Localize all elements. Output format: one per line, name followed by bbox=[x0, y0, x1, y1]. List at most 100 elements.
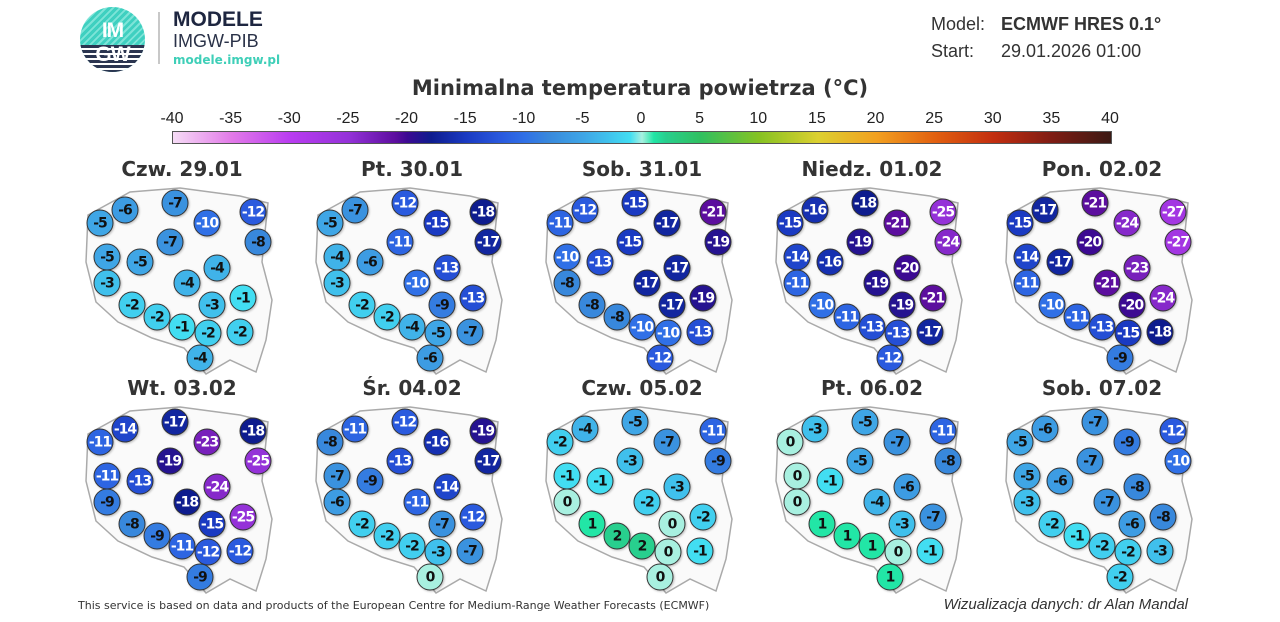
temperature-marker: -11 bbox=[1013, 269, 1041, 297]
temperature-marker: -16 bbox=[816, 248, 844, 276]
temperature-marker: -1 bbox=[586, 467, 614, 495]
temperature-marker: -19 bbox=[704, 228, 732, 256]
temperature-marker: -24 bbox=[1149, 284, 1177, 312]
temperature-marker: -15 bbox=[1006, 209, 1034, 237]
temperature-marker: -9 bbox=[143, 522, 171, 550]
temperature-marker: -6 bbox=[893, 473, 921, 501]
temperature-marker: -7 bbox=[323, 462, 351, 490]
temperature-marker: -10 bbox=[628, 313, 656, 341]
temperature-marker: -12 bbox=[646, 344, 674, 372]
temperature-marker: -19 bbox=[846, 228, 874, 256]
day-label: Niedz. 01.02 bbox=[801, 157, 943, 181]
temperature-marker: 1 bbox=[808, 510, 836, 538]
temperature-marker: -15 bbox=[776, 209, 804, 237]
temperature-marker: -11 bbox=[86, 428, 114, 456]
colorbar-tick-label: -5 bbox=[575, 110, 590, 127]
temperature-marker: -21 bbox=[699, 198, 727, 226]
temperature-marker: -10 bbox=[654, 319, 682, 347]
colorbar-tick-label: -10 bbox=[512, 110, 536, 127]
temperature-marker: -18 bbox=[173, 488, 201, 516]
temperature-marker: -5 bbox=[86, 209, 114, 237]
temperature-marker: 0 bbox=[646, 563, 674, 591]
colorbar-tick-label: -30 bbox=[277, 110, 301, 127]
temperature-marker: -2 bbox=[118, 291, 146, 319]
temperature-marker: -13 bbox=[1088, 313, 1116, 341]
temperature-marker: -4 bbox=[186, 344, 214, 372]
day-label: Czw. 29.01 bbox=[121, 157, 243, 181]
temperature-marker: -7 bbox=[919, 503, 947, 531]
temperature-marker: -2 bbox=[1114, 538, 1142, 566]
temperature-marker: -5 bbox=[1006, 428, 1034, 456]
temperature-marker: -3 bbox=[888, 510, 916, 538]
temperature-marker: -2 bbox=[398, 532, 426, 560]
temperature-marker: -3 bbox=[663, 473, 691, 501]
temperature-marker: -1 bbox=[553, 462, 581, 490]
colorbar-tick-label: 40 bbox=[1101, 110, 1119, 127]
temperature-marker: -2 bbox=[633, 488, 661, 516]
temperature-marker: -2 bbox=[689, 503, 717, 531]
temperature-marker: -6 bbox=[1118, 510, 1146, 538]
temperature-marker: -2 bbox=[1038, 510, 1066, 538]
day-label: Sob. 07.02 bbox=[1041, 376, 1163, 400]
temperature-marker: -1 bbox=[816, 467, 844, 495]
brand-url[interactable]: modele.imgw.pl bbox=[173, 53, 281, 67]
temperature-marker: -6 bbox=[323, 488, 351, 516]
temperature-marker: -15 bbox=[198, 510, 226, 538]
temperature-marker: -9 bbox=[356, 467, 384, 495]
temperature-marker: -8 bbox=[603, 303, 631, 331]
temperature-marker: -14 bbox=[1013, 243, 1041, 271]
colorbar-tick-label: -15 bbox=[453, 110, 477, 127]
temperature-marker: -9 bbox=[428, 291, 456, 319]
temperature-marker: -8 bbox=[1123, 473, 1151, 501]
colorbar bbox=[172, 131, 1112, 144]
temperature-marker: -14 bbox=[433, 473, 461, 501]
temperature-marker: -19 bbox=[689, 284, 717, 312]
temperature-marker: -7 bbox=[156, 228, 184, 256]
temperature-marker: -4 bbox=[173, 269, 201, 297]
temperature-marker: -9 bbox=[1106, 344, 1134, 372]
temperature-marker: -19 bbox=[156, 447, 184, 475]
temperature-marker: -9 bbox=[93, 488, 121, 516]
temperature-marker: 0 bbox=[783, 488, 811, 516]
temperature-marker: -11 bbox=[386, 228, 414, 256]
temperature-marker: -19 bbox=[469, 417, 497, 445]
temperature-marker: -7 bbox=[883, 428, 911, 456]
colorbar-tick-label: -40 bbox=[160, 110, 184, 127]
temperature-marker: -13 bbox=[433, 254, 461, 282]
model-value: ECMWF HRES 0.1° bbox=[1001, 14, 1162, 34]
temperature-marker: -11 bbox=[699, 417, 727, 445]
day-label: Sob. 31.01 bbox=[581, 157, 703, 181]
temperature-marker: -11 bbox=[93, 462, 121, 490]
temperature-marker: -9 bbox=[1113, 428, 1141, 456]
temperature-marker: -21 bbox=[919, 284, 947, 312]
temperature-marker: -15 bbox=[616, 228, 644, 256]
temperature-marker: -6 bbox=[356, 248, 384, 276]
temperature-marker: -16 bbox=[423, 428, 451, 456]
temperature-marker: -17 bbox=[663, 254, 691, 282]
temperature-marker: -23 bbox=[193, 428, 221, 456]
temperature-marker: -8 bbox=[1149, 503, 1177, 531]
temperature-marker: -2 bbox=[143, 303, 171, 331]
temperature-marker: 0 bbox=[783, 462, 811, 490]
temperature-marker: -12 bbox=[876, 344, 904, 372]
temperature-marker: 1 bbox=[833, 522, 861, 550]
colorbar-tick-label: 20 bbox=[866, 110, 885, 127]
chart-title: Minimalna temperatura powietrza (°C) bbox=[411, 76, 869, 100]
temperature-marker: -8 bbox=[118, 510, 146, 538]
temperature-marker: -2 bbox=[226, 318, 254, 346]
temperature-marker: 0 bbox=[416, 563, 444, 591]
temperature-marker: -12 bbox=[391, 408, 419, 436]
temperature-marker: -9 bbox=[704, 447, 732, 475]
temperature-marker: -11 bbox=[546, 209, 574, 237]
temperature-marker: -12 bbox=[1159, 417, 1187, 445]
temperature-marker: -2 bbox=[373, 303, 401, 331]
colorbar-tick-label: 35 bbox=[1042, 110, 1061, 127]
temperature-marker: -7 bbox=[456, 318, 484, 346]
temperature-marker: -1 bbox=[916, 537, 944, 565]
temperature-marker: -18 bbox=[851, 189, 879, 217]
start-label: Start: bbox=[931, 41, 975, 61]
temperature-marker: -5 bbox=[1013, 462, 1041, 490]
temperature-marker: -2 bbox=[546, 428, 574, 456]
temperature-marker: 2 bbox=[603, 522, 631, 550]
colorbar-tick-label: -25 bbox=[336, 110, 360, 127]
